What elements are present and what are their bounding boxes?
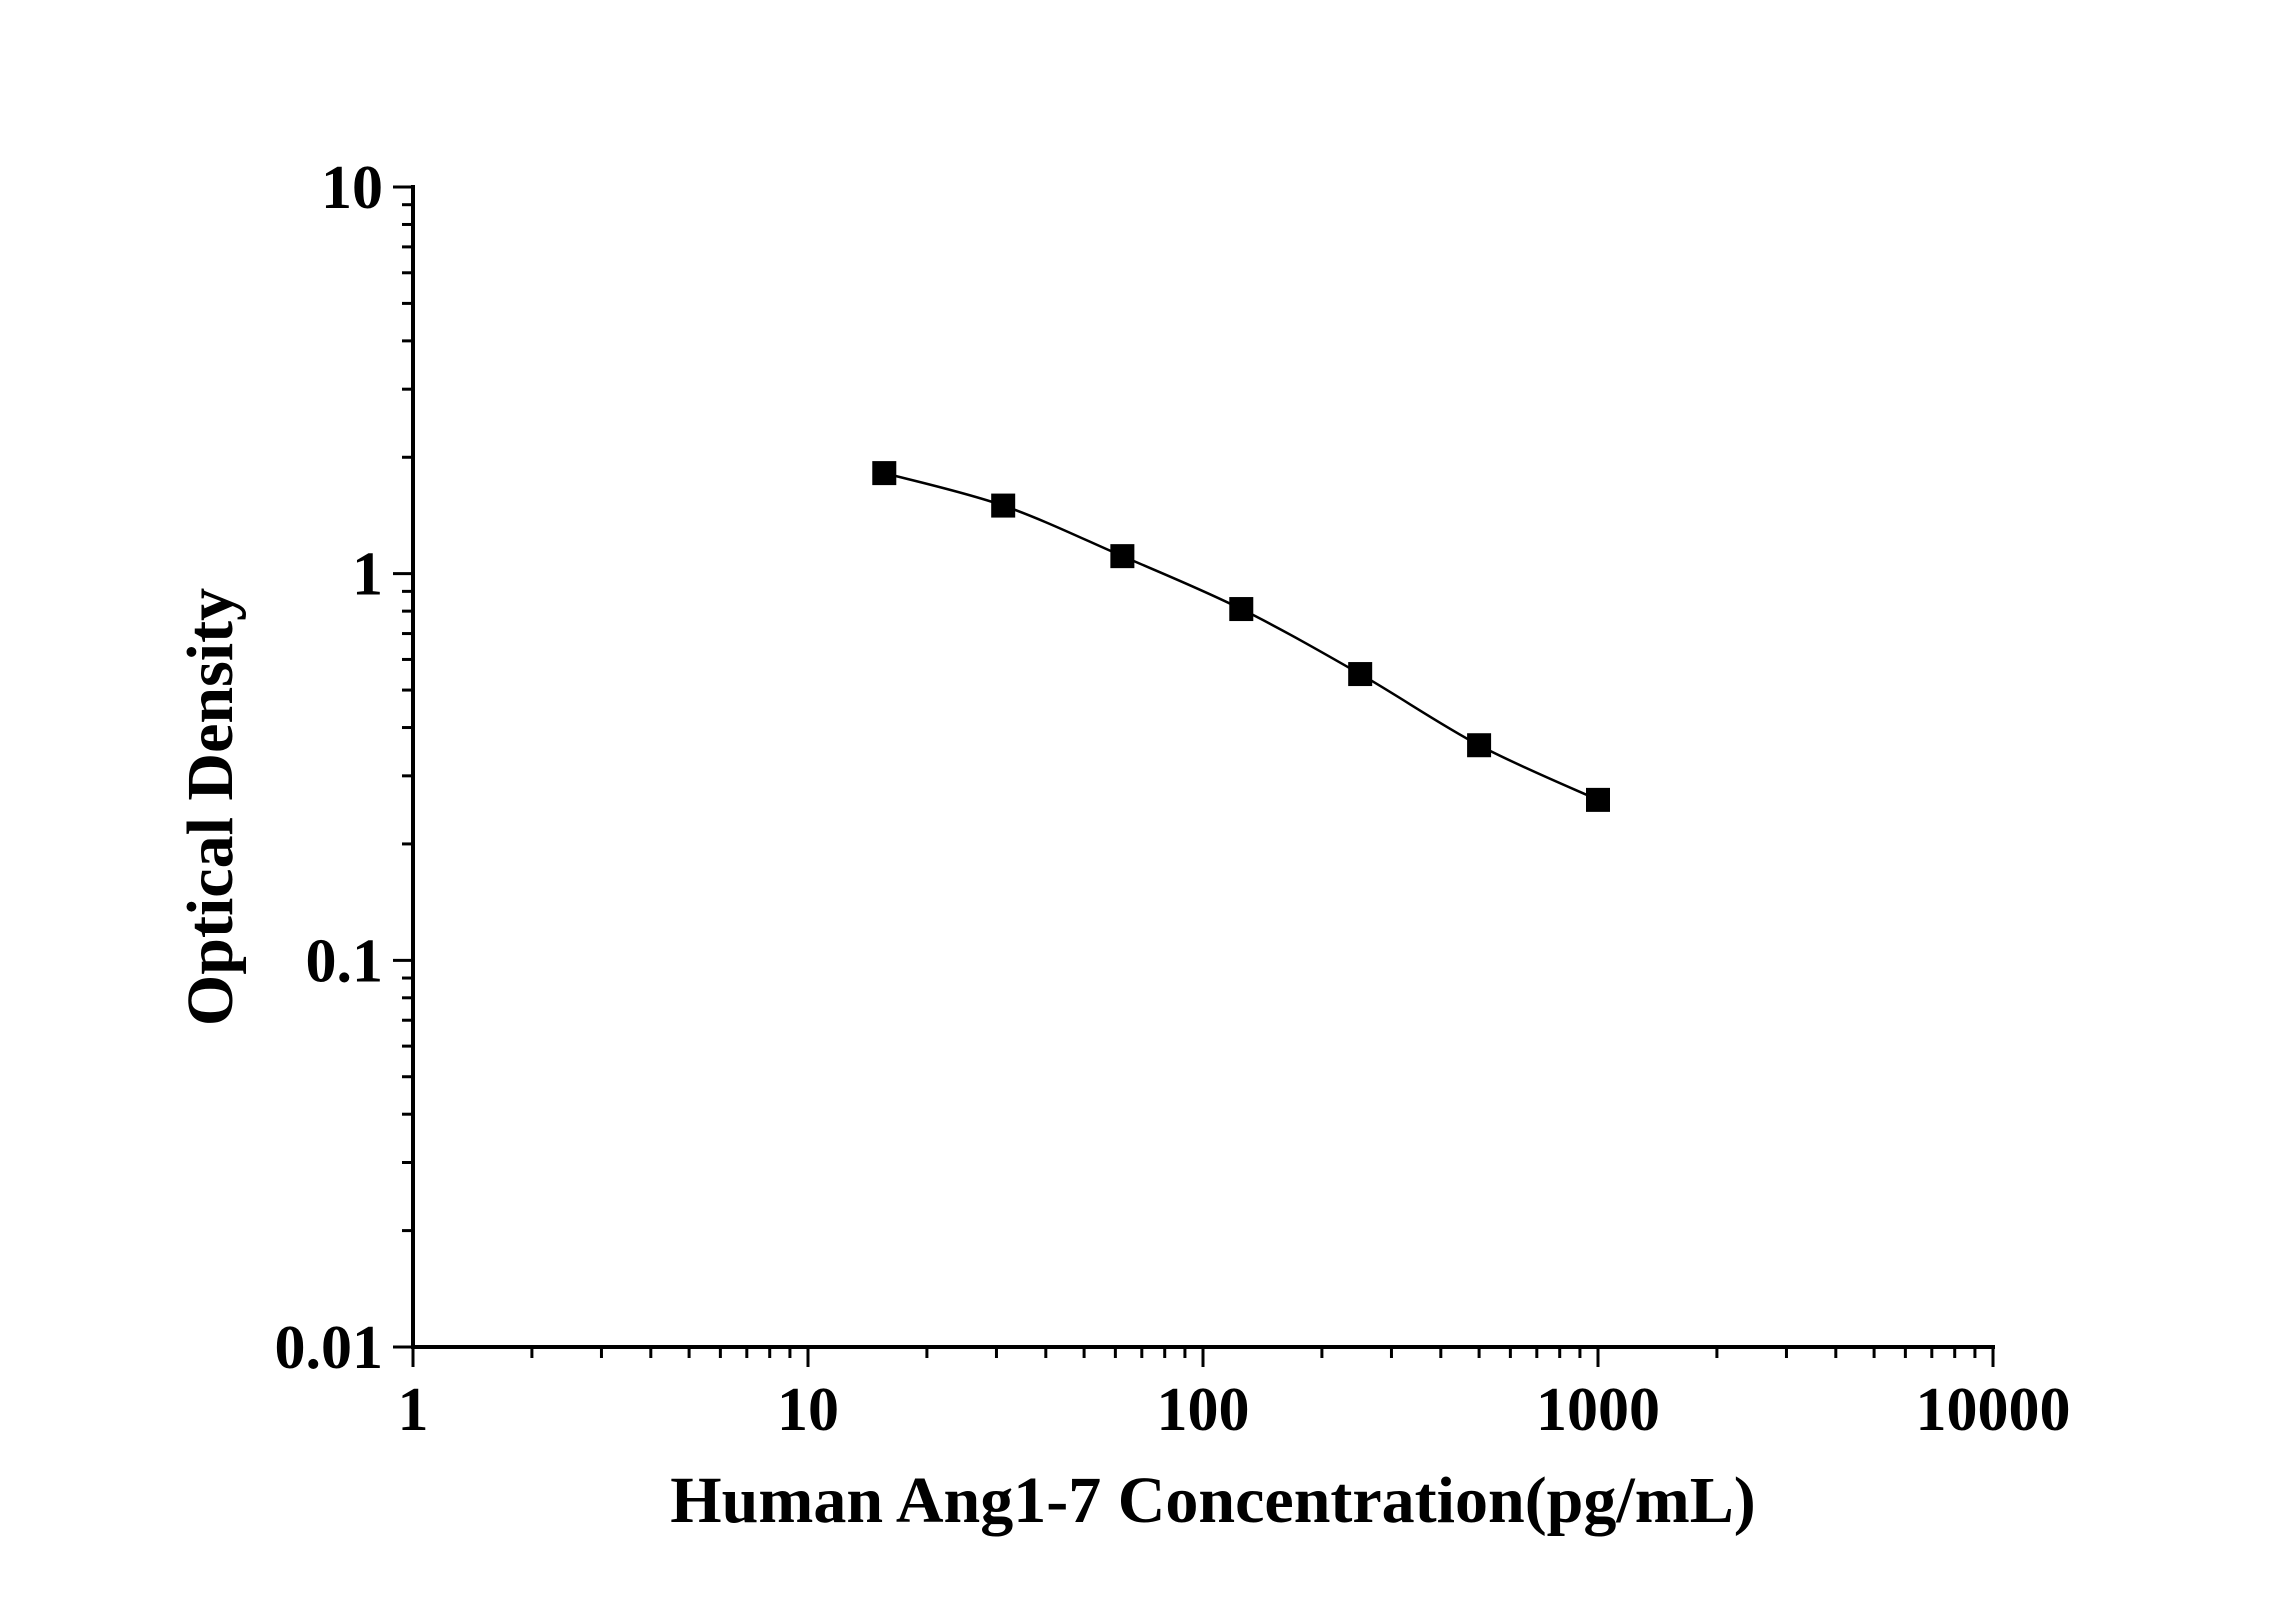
series-markers <box>872 461 1610 812</box>
x-tick-label: 1 <box>398 1376 429 1444</box>
data-point-marker <box>1586 787 1610 812</box>
axes: 1 10 100 1000 10000 0.01 0.1 1 10 <box>275 154 2071 1444</box>
x-tick-label: 10 <box>777 1376 839 1444</box>
x-tick-label: 1000 <box>1536 1376 1660 1444</box>
y-tick-label: 1 <box>352 541 383 609</box>
data-point-marker <box>991 493 1016 518</box>
x-axis-tick-labels: 1 10 100 1000 10000 <box>398 1376 2071 1444</box>
data-point-marker <box>1467 733 1492 758</box>
x-tick-label: 10000 <box>1916 1376 2071 1444</box>
x-axis-ticks <box>411 1347 1995 1367</box>
data-point-marker <box>872 461 897 486</box>
y-axis-title: Optical Density <box>174 588 247 1026</box>
data-point-marker <box>1229 597 1254 622</box>
y-axis-ticks <box>393 185 413 1349</box>
x-tick-label: 100 <box>1157 1376 1250 1444</box>
data-point-marker <box>1110 544 1135 569</box>
x-axis-title: Human Ang1-7 Concentration(pg/mL) <box>670 1464 1755 1537</box>
y-tick-label: 0.01 <box>275 1314 384 1382</box>
data-point-marker <box>1348 662 1373 687</box>
y-tick-label: 0.1 <box>306 927 384 995</box>
y-tick-label: 10 <box>321 154 383 222</box>
y-axis-tick-labels: 0.01 0.1 1 10 <box>275 154 384 1382</box>
